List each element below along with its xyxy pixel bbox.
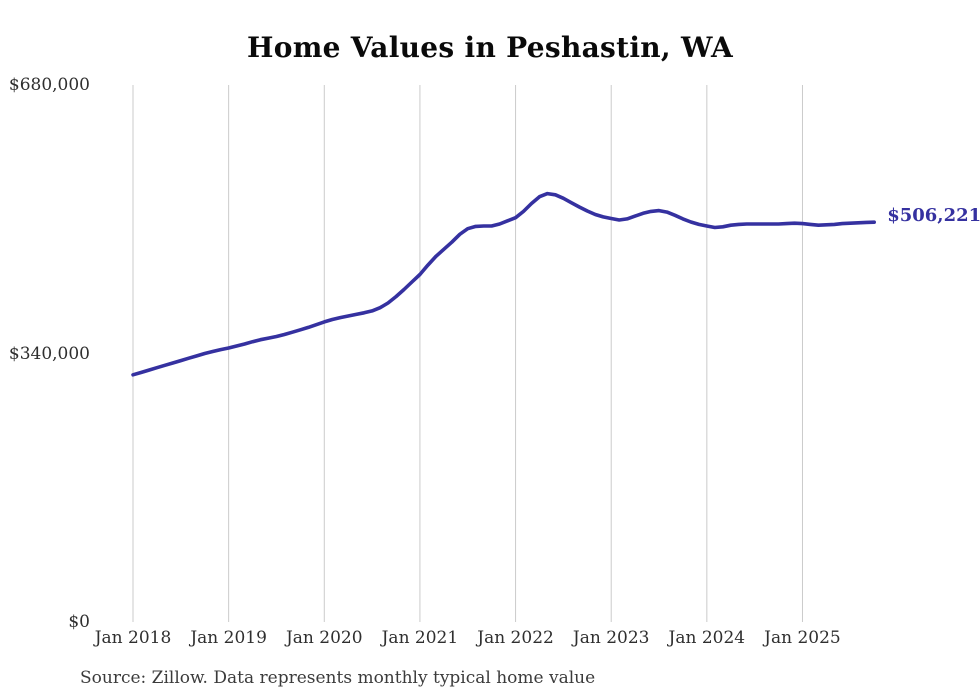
home-value-line [131,191,876,377]
x-tick-label: Jan 2024 [668,628,746,648]
chart-title: Home Values in Peshastin, WA [246,31,734,64]
vertical-gridlines [132,85,803,622]
y-tick-label: $0 [68,612,90,632]
latest-value-label: $506,221 [887,205,980,227]
x-tick-label: Jan 2019 [190,628,267,648]
x-tick-label: Jan 2025 [764,628,841,648]
y-tick-label: $680,000 [8,75,90,95]
x-tick-label: Jan 2018 [94,628,172,648]
y-tick-label: $340,000 [8,343,90,364]
x-tick-label: Jan 2022 [477,628,554,648]
x-tick-label: Jan 2023 [572,628,650,648]
source-note: Source: Zillow. Data represents monthly … [80,668,596,688]
x-tick-label: Jan 2021 [381,628,459,648]
x-tick-label: Jan 2020 [285,628,363,648]
